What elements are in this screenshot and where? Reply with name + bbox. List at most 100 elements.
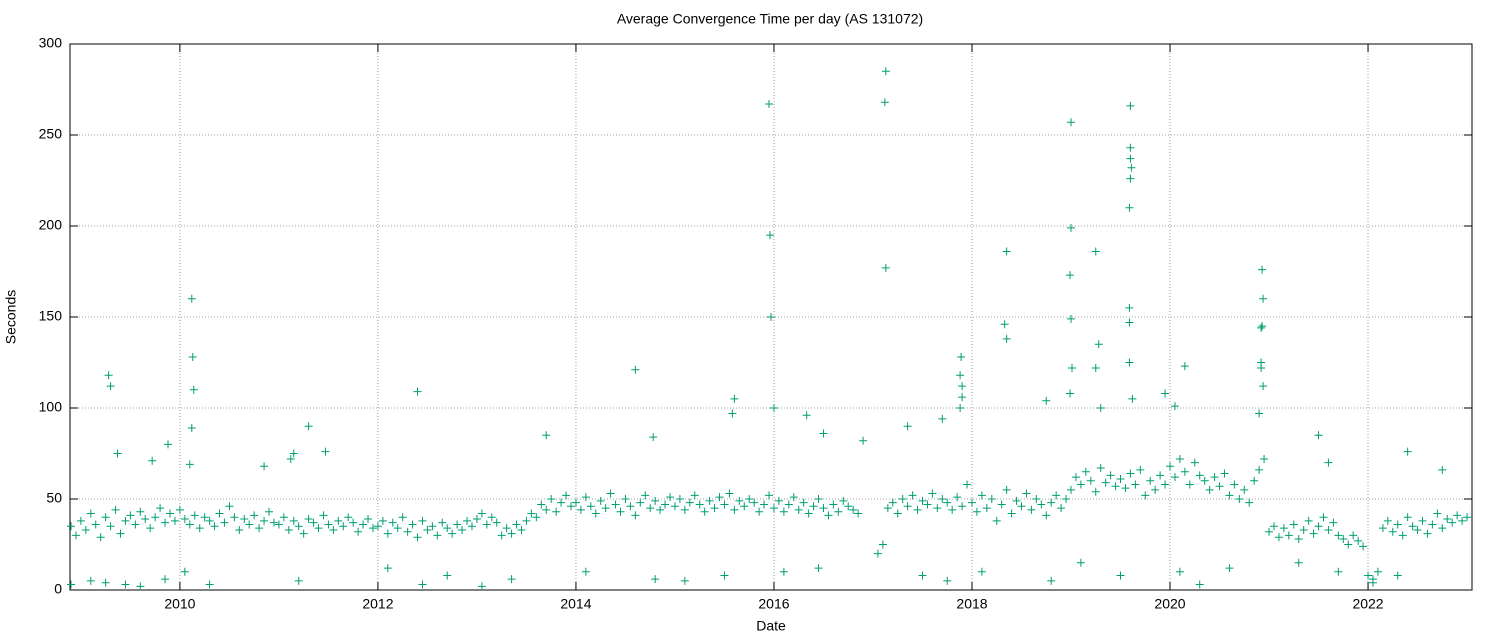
data-point <box>1383 516 1392 525</box>
data-point <box>1042 396 1051 405</box>
data-point <box>685 498 694 507</box>
data-point <box>661 500 670 509</box>
data-point <box>507 529 516 538</box>
data-point <box>1438 524 1447 533</box>
data-point <box>1096 464 1105 473</box>
data-point <box>321 447 330 456</box>
data-point <box>967 498 976 507</box>
data-point <box>913 505 922 514</box>
data-point <box>1258 265 1267 274</box>
data-point <box>562 491 571 500</box>
x-tick-label: 2012 <box>362 596 393 612</box>
data-point <box>903 502 912 511</box>
data-point <box>1259 294 1268 303</box>
data-point <box>1175 454 1184 463</box>
x-tick-label: 2014 <box>560 596 591 612</box>
y-axis-label: Seconds <box>3 290 19 344</box>
data-point <box>1067 485 1075 494</box>
data-point <box>765 100 774 109</box>
data-point <box>393 524 402 533</box>
data-point <box>1279 524 1288 533</box>
data-point <box>210 522 219 531</box>
data-point <box>438 518 447 527</box>
data-point <box>881 263 890 272</box>
data-point <box>542 505 551 514</box>
data-point <box>1106 471 1115 480</box>
data-point <box>908 491 917 500</box>
data-point <box>1027 505 1036 514</box>
data-point <box>948 505 957 514</box>
data-point <box>700 507 709 516</box>
data-point <box>527 509 536 518</box>
data-point <box>963 480 972 489</box>
data-point <box>185 460 194 469</box>
data-point <box>854 509 863 518</box>
data-point <box>1125 358 1134 367</box>
data-point <box>824 511 833 520</box>
data-point <box>606 489 615 498</box>
data-point <box>1195 471 1204 480</box>
data-point <box>656 505 665 514</box>
data-point <box>1136 465 1145 474</box>
data-point <box>368 524 377 533</box>
data-point <box>1126 101 1135 110</box>
data-point <box>1086 476 1095 485</box>
data-point <box>537 500 546 509</box>
data-point <box>1067 223 1075 232</box>
data-point <box>180 515 189 524</box>
plot-frame <box>69 43 1473 591</box>
data-point <box>802 411 811 420</box>
data-point <box>1000 320 1009 329</box>
data-point <box>413 387 422 396</box>
data-point <box>581 493 590 502</box>
data-point <box>616 507 625 516</box>
data-point <box>576 505 585 514</box>
data-point <box>1299 525 1308 534</box>
data-point <box>766 231 775 240</box>
data-point <box>151 513 160 522</box>
data-point <box>1309 529 1318 538</box>
data-point <box>755 507 764 516</box>
data-point <box>881 67 890 76</box>
data-point <box>458 525 467 534</box>
data-point <box>187 294 196 303</box>
data-point <box>1205 485 1214 494</box>
data-point <box>829 500 838 509</box>
data-point <box>1294 558 1303 567</box>
data-point <box>1116 474 1125 483</box>
data-point <box>1423 529 1432 538</box>
data-point <box>1403 447 1412 456</box>
data-point <box>106 382 115 391</box>
data-point <box>1255 465 1264 474</box>
data-point <box>1453 511 1462 520</box>
data-point <box>883 504 892 513</box>
data-point <box>1240 485 1249 494</box>
data-point <box>1359 542 1368 551</box>
data-point <box>1257 323 1266 332</box>
data-point <box>418 516 427 525</box>
data-point <box>522 516 531 525</box>
data-point <box>819 429 828 438</box>
data-point <box>651 496 660 505</box>
data-point <box>413 533 422 542</box>
data-point <box>1324 525 1333 534</box>
y-tick-label: 300 <box>39 35 63 51</box>
data-point <box>279 513 288 522</box>
data-point <box>265 507 274 516</box>
data-point <box>893 509 902 518</box>
data-point <box>1195 580 1204 589</box>
x-tick-label: 2016 <box>758 596 789 612</box>
data-point <box>1334 567 1343 576</box>
data-point <box>814 495 823 503</box>
data-point <box>1284 531 1293 540</box>
data-point <box>794 505 803 514</box>
data-point <box>383 529 392 538</box>
data-point <box>477 509 486 518</box>
data-point <box>1289 520 1298 529</box>
data-point <box>631 365 640 374</box>
data-point <box>482 520 491 529</box>
data-point <box>156 504 165 513</box>
data-point <box>383 564 392 573</box>
data-point <box>220 518 229 527</box>
data-point <box>101 578 110 587</box>
